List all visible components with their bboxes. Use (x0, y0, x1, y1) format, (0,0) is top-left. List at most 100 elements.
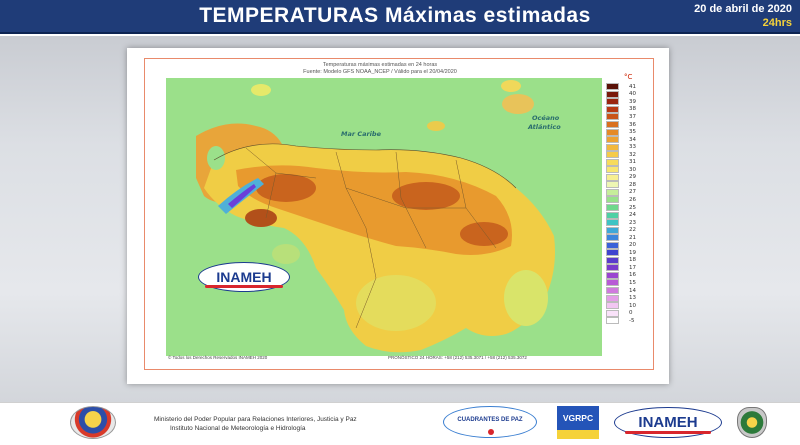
legend-label: 29 (629, 174, 636, 181)
legend-label: 23 (629, 219, 636, 226)
legend-label: 40 (629, 91, 636, 98)
temperature-legend: °C 41 40 39 38 37 36 35 34 33 32 31 30 29 28 27 26 25 24 2… (606, 73, 656, 325)
legend-swatch (606, 249, 619, 257)
legend-entry: 23 (606, 219, 656, 227)
legend-entry: 17 (606, 264, 656, 272)
legend-swatch (606, 226, 619, 234)
legend-label: -5 (629, 317, 635, 324)
legend-entry: 18 (606, 256, 656, 265)
legend-swatch (606, 113, 619, 121)
legend-entry: 25 (606, 204, 656, 212)
legend-label: 0 (629, 310, 633, 317)
legend-entry: 39 (606, 98, 656, 106)
legend-entry: 29 (606, 173, 656, 182)
header-bar: TEMPERATURAS Máximas estimadas 20 de abr… (0, 0, 800, 34)
legend-swatch (606, 158, 619, 166)
cuadrantes-logo-text: CUADRANTES DE PAZ (457, 417, 523, 423)
legend-label: 30 (629, 166, 636, 173)
legend-swatch (606, 204, 619, 212)
label-atlantic-ocean-1: Océano (532, 114, 560, 122)
legend-swatch (606, 317, 619, 325)
legend-entry: -5 (606, 317, 656, 325)
legend-label: 35 (629, 129, 636, 136)
legend-label: 41 (629, 83, 636, 90)
legend-swatch (606, 181, 619, 189)
legend-swatch (606, 143, 619, 151)
legend-swatch (606, 196, 619, 204)
legend-entry: 19 (606, 249, 656, 257)
legend-swatch (606, 211, 619, 219)
legend-label: 13 (629, 295, 636, 302)
legend-entry: 31 (606, 158, 656, 166)
legend-swatch (606, 136, 619, 144)
legend-label: 27 (629, 189, 636, 196)
inameh-map-logo: INAMEH (198, 262, 290, 292)
legend-entry: 15 (606, 279, 656, 287)
legend-unit: °C (624, 73, 633, 81)
legend-entry: 41 (606, 83, 656, 91)
legend-label: 36 (629, 121, 636, 128)
legend-swatch (606, 166, 619, 174)
legend-entry: 14 (606, 287, 656, 295)
hot-spot (392, 182, 460, 210)
map-title-line-2: Fuente: Modelo GFS NOAA_NCEP / Válido pa… (303, 69, 457, 75)
legend-swatch (606, 173, 619, 181)
legend-swatch (606, 121, 619, 128)
legend-swatch (606, 241, 619, 249)
inameh-map-logo-text: INAMEH (216, 269, 272, 285)
legend-label: 24 (629, 212, 636, 219)
legend-label: 33 (629, 144, 636, 151)
legend-rows: 41 40 39 38 37 36 35 34 33 32 31 30 29 28 27 26 25 24 23 22… (606, 83, 656, 325)
vgrpc-logo: VGRPC (557, 406, 599, 439)
inameh-footer-logo: INAMEH (614, 407, 722, 438)
legend-swatch (606, 105, 619, 113)
lake (207, 146, 225, 170)
map-pin-icon (488, 429, 494, 435)
legend-entry: 38 (606, 105, 656, 114)
legend-entry: 0 (606, 309, 656, 317)
legend-swatch (606, 309, 619, 317)
temperature-map (166, 78, 602, 356)
legend-label: 38 (629, 106, 636, 113)
legend-swatch (606, 219, 619, 227)
legend-entry: 40 (606, 90, 656, 99)
legend-entry: 26 (606, 196, 656, 204)
cuadrantes-de-paz-logo: CUADRANTES DE PAZ (443, 406, 537, 438)
legend-label: 37 (629, 113, 636, 120)
vgrpc-logo-text: VGRPC (562, 413, 594, 423)
label-atlantic-ocean-2: Atlántico (528, 123, 561, 131)
legend-label: 18 (629, 257, 636, 264)
legend-swatch (606, 90, 619, 98)
inameh-footer-logo-text: INAMEH (638, 414, 698, 431)
legend-swatch (606, 128, 619, 136)
hot-spot (245, 209, 277, 227)
legend-entry: 16 (606, 271, 656, 280)
logo-swoosh (625, 431, 711, 434)
legend-label: 17 (629, 264, 636, 271)
legend-swatch (606, 287, 619, 295)
hot-spot (460, 222, 508, 246)
venezuela-seal-logo (70, 406, 116, 439)
legend-label: 21 (629, 234, 636, 241)
hot-spot (256, 174, 316, 202)
legend-swatch (606, 188, 619, 196)
legend-entry: 10 (606, 302, 656, 310)
state-borders (245, 147, 497, 329)
legend-label: 31 (629, 159, 636, 166)
legend-entry: 22 (606, 226, 656, 234)
legend-entry: 20 (606, 241, 656, 249)
legend-entry: 24 (606, 211, 656, 219)
legend-label: 25 (629, 204, 636, 211)
page-title: TEMPERATURAS Máximas estimadas (199, 4, 591, 27)
legend-label: 14 (629, 287, 636, 294)
legend-entry: 28 (606, 181, 656, 189)
legend-swatch (606, 83, 619, 91)
legend-label: 19 (629, 249, 636, 256)
ministry-text: Ministerio del Poder Popular para Relaci… (154, 415, 357, 433)
island (502, 94, 534, 114)
island (251, 84, 271, 96)
map-title: Temperaturas máximas estimadas en 24 hor… (170, 62, 590, 76)
legend-label: 39 (629, 98, 636, 105)
legend-label: 16 (629, 272, 636, 279)
legend-swatch (606, 98, 619, 106)
